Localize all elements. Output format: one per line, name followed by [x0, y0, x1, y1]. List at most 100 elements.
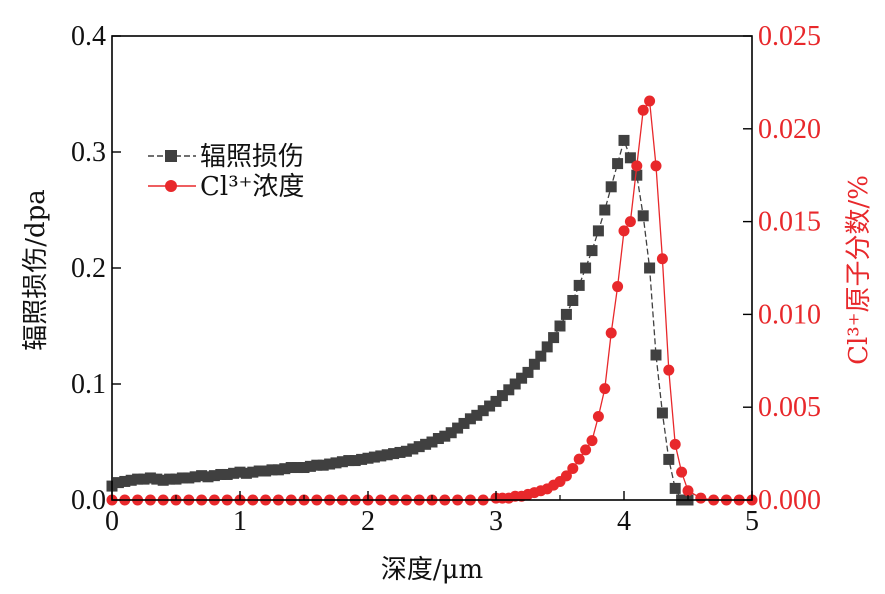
legend: 辐照损伤 Cl³⁺浓度 — [148, 142, 304, 202]
damage-point — [663, 453, 675, 465]
damage-point — [420, 438, 432, 450]
damage-point — [221, 468, 233, 480]
concentration-point — [586, 435, 598, 447]
damage-point — [528, 358, 540, 370]
damage-point — [471, 409, 483, 421]
chart-series-layer — [106, 95, 758, 506]
x-tick-label: 4 — [617, 506, 631, 537]
concentration-point — [624, 216, 636, 228]
y-right-tick-label: 0.005 — [758, 392, 821, 423]
damage-point — [592, 225, 604, 237]
damage-point — [144, 472, 156, 484]
damage-point — [503, 384, 515, 396]
damage-point — [176, 472, 188, 484]
damage-point — [522, 366, 534, 378]
damage-point — [196, 470, 208, 482]
concentration-point — [618, 225, 630, 237]
x-tick-label: 3 — [489, 506, 503, 537]
damage-point — [612, 158, 624, 170]
damage-point — [343, 455, 355, 467]
damage-point — [183, 472, 195, 484]
legend-damage-label: 辐照损伤 — [200, 142, 304, 172]
damage-point — [112, 477, 124, 489]
y-left-tick-label: 0.1 — [71, 369, 106, 400]
damage-point — [605, 181, 617, 193]
concentration-point — [592, 410, 604, 422]
damage-point — [516, 372, 528, 384]
damage-point — [381, 449, 393, 461]
chart-ticks-layer: 0 1 2 3 4 5 0.0 0.1 0.2 0.3 0.4 0.000 0.005 0.010 0.01… — [71, 21, 821, 537]
x-axis-title: 深度/μm — [381, 555, 483, 585]
damage-point — [388, 448, 400, 460]
damage-point — [407, 443, 419, 455]
concentration-point — [612, 281, 624, 293]
damage-point — [164, 473, 176, 485]
concentration-point — [605, 327, 617, 339]
y-right-tick-label: 0.010 — [758, 299, 821, 330]
x-tick-label: 1 — [233, 506, 247, 537]
damage-point — [484, 400, 496, 412]
y-left-tick-label: 0.3 — [71, 137, 106, 168]
x-tick-label: 5 — [745, 506, 759, 537]
damage-point — [541, 341, 553, 353]
concentration-point — [560, 470, 572, 482]
concentration-point — [656, 253, 668, 265]
damage-point — [669, 482, 681, 494]
damage-point — [317, 459, 329, 471]
damage-point — [445, 427, 457, 439]
damage-point — [266, 464, 278, 476]
damage-point — [202, 471, 214, 483]
concentration-point — [599, 383, 611, 395]
damage-point — [618, 134, 630, 146]
damage-point — [119, 475, 131, 487]
damage-point — [413, 441, 425, 453]
damage-point — [496, 390, 508, 402]
damage-point — [394, 446, 406, 458]
legend-concentration-marker — [165, 180, 177, 192]
damage-point — [599, 204, 611, 216]
damage-point — [375, 450, 387, 462]
damage-point — [285, 462, 297, 474]
concentration-point — [695, 492, 707, 504]
y-right-tick-label: 0.020 — [758, 114, 821, 145]
damage-point — [368, 451, 380, 463]
y-left-tick-label: 0.0 — [71, 485, 106, 516]
plot-frame — [111, 35, 753, 501]
damage-point — [253, 465, 265, 477]
y-axis-right-title: Cl³⁺原子分数/% — [844, 175, 874, 365]
damage-point — [567, 294, 579, 306]
damage-point — [432, 433, 444, 445]
y-right-tick-label: 0.025 — [758, 21, 821, 52]
damage-point — [247, 466, 259, 478]
damage-point — [535, 350, 547, 362]
damage-point — [452, 422, 464, 434]
concentration-point — [663, 364, 675, 376]
damage-point — [151, 473, 163, 485]
damage-point — [509, 378, 521, 390]
y-right-tick-label: 0.000 — [758, 485, 821, 516]
damage-point — [189, 471, 201, 483]
damage-point — [240, 467, 252, 479]
damage-point — [292, 462, 304, 474]
y-axis-left-title: 辐照损伤/dpa — [21, 189, 51, 351]
damage-point — [272, 464, 284, 476]
damage-point — [132, 473, 144, 485]
damage-point — [234, 466, 246, 478]
concentration-point — [676, 466, 688, 478]
y-right-tick-label: 0.015 — [758, 207, 821, 238]
damage-point — [138, 473, 150, 485]
damage-point — [637, 210, 649, 222]
damage-point — [464, 413, 476, 425]
damage-point — [330, 457, 342, 469]
damage-point — [349, 455, 361, 467]
damage-point — [560, 308, 572, 320]
concentration-point — [573, 453, 585, 465]
damage-point — [490, 395, 502, 407]
damage-point — [125, 474, 137, 486]
damage-point — [170, 473, 182, 485]
concentration-point — [580, 444, 592, 456]
damage-point — [215, 468, 227, 480]
damage-point — [311, 459, 323, 471]
legend-damage-marker — [165, 150, 177, 162]
